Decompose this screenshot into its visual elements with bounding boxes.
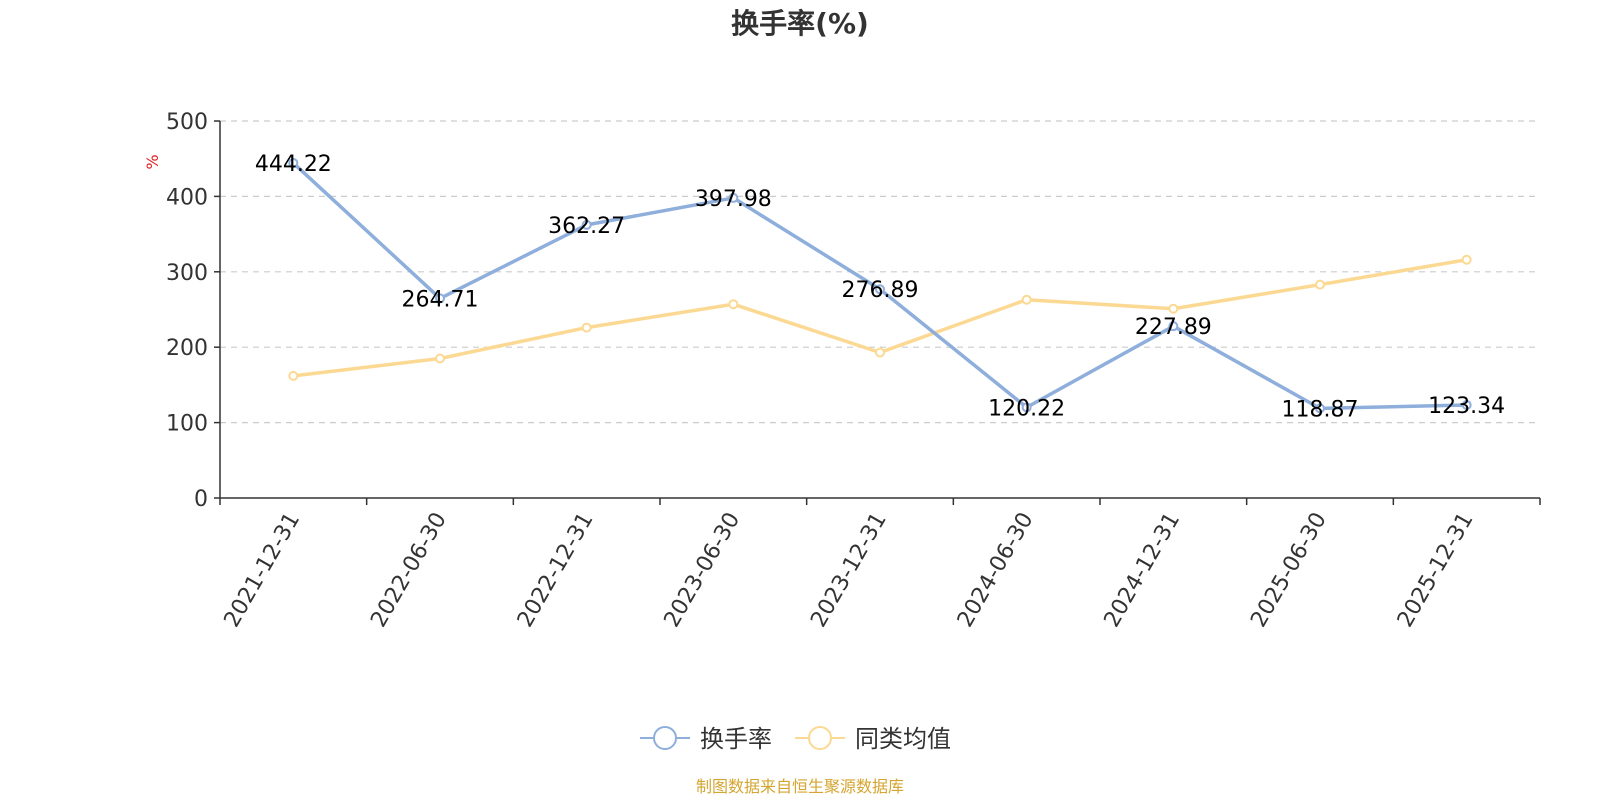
data-point[interactable] — [288, 158, 299, 169]
y-tick-label: 0 — [194, 487, 208, 512]
legend-circle-marker — [808, 726, 832, 750]
data-point[interactable] — [728, 299, 739, 310]
y-axis-unit-label: % — [143, 154, 162, 169]
x-tick-label: 2023-06-30 — [660, 508, 746, 631]
data-point[interactable] — [1315, 403, 1325, 414]
legend-label: 换手率 — [700, 725, 772, 753]
data-label: 227.89 — [1135, 315, 1212, 340]
data-point[interactable] — [1021, 294, 1032, 305]
data-point[interactable] — [581, 219, 592, 230]
x-tick-label: 2024-06-30 — [953, 508, 1039, 631]
data-label: 264.71 — [402, 287, 479, 312]
x-tick-label: 2025-06-30 — [1246, 508, 1332, 631]
axes: 0 100 200 300 400 500 2021-12-31 2022-06-30 2022… — [166, 110, 1541, 632]
data-label: 118.87 — [1282, 397, 1359, 422]
data-label: 397.98 — [695, 187, 772, 212]
source-note: 制图数据来自恒生聚源数据库 — [696, 777, 904, 796]
data-label: 276.89 — [842, 278, 919, 303]
legend[interactable]: 换手率 同类均值 — [640, 725, 951, 753]
series-turnover-rate — [288, 158, 1472, 414]
data-label: 362.27 — [548, 214, 625, 239]
x-tick-label: 2021-12-31 — [220, 508, 306, 631]
data-point[interactable] — [435, 353, 445, 364]
x-tick-label: 2022-12-31 — [513, 508, 599, 631]
x-tick-label: 2025-12-31 — [1393, 508, 1479, 631]
data-label: 123.34 — [1428, 394, 1505, 419]
data-point[interactable] — [728, 192, 739, 203]
data-point[interactable] — [1315, 279, 1325, 290]
legend-label: 同类均值 — [855, 725, 951, 753]
chart-title: 换手率(%) — [731, 7, 869, 40]
data-point[interactable] — [1461, 400, 1472, 411]
series-layer — [288, 158, 1472, 414]
legend-item-peer-average[interactable]: 同类均值 — [795, 725, 951, 753]
legend-item-turnover-rate[interactable]: 换手率 — [640, 725, 772, 753]
series-peer-average — [288, 254, 1472, 381]
data-labels: 444.22 264.71 362.27 397.98 276.89 120.22 227.… — [255, 152, 1505, 422]
data-point[interactable] — [581, 322, 592, 333]
x-tick-label: 2023-12-31 — [806, 508, 892, 631]
data-point[interactable] — [875, 284, 885, 295]
data-point[interactable] — [1168, 303, 1179, 314]
data-point[interactable] — [1168, 321, 1179, 332]
y-tick-label: 100 — [166, 412, 208, 437]
legend-circle-marker — [653, 726, 677, 750]
y-tick-label: 200 — [166, 336, 208, 361]
y-tick-label: 300 — [166, 261, 208, 286]
x-tick-label: 2024-12-31 — [1100, 508, 1186, 631]
y-tick-label: 400 — [166, 185, 208, 210]
data-point[interactable] — [1461, 254, 1472, 265]
data-point[interactable] — [1021, 402, 1032, 413]
series-line — [293, 258, 1467, 378]
data-point[interactable] — [875, 347, 885, 358]
y-tick-label: 500 — [166, 110, 208, 135]
data-label: 120.22 — [988, 396, 1065, 421]
x-tick-label: 2022-06-30 — [366, 508, 452, 631]
grid-lines — [220, 120, 1540, 424]
data-label: 444.22 — [255, 152, 332, 177]
data-point[interactable] — [288, 370, 299, 381]
data-point[interactable] — [435, 293, 445, 304]
